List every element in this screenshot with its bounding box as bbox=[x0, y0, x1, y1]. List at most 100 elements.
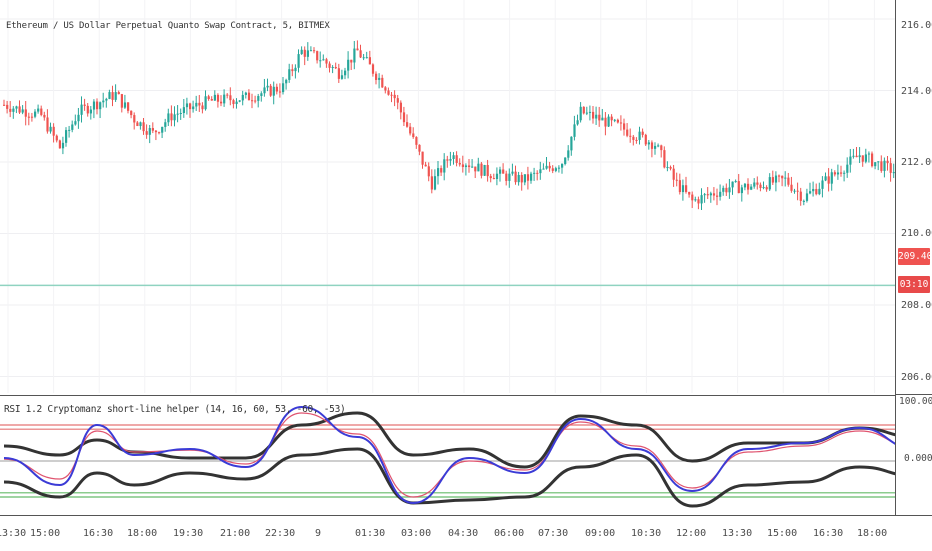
candle-body bbox=[185, 103, 189, 108]
candle-body bbox=[74, 121, 77, 125]
candle-body bbox=[247, 92, 251, 101]
time-label: 15:00 bbox=[30, 528, 61, 539]
candle-body bbox=[356, 48, 359, 51]
candle-body bbox=[709, 193, 712, 196]
candle-body bbox=[619, 122, 623, 124]
candle-body bbox=[99, 102, 102, 110]
candle-body bbox=[712, 193, 716, 196]
candle-body bbox=[120, 94, 123, 108]
candle-body bbox=[114, 92, 117, 100]
candle-body bbox=[83, 104, 86, 106]
candle-body bbox=[530, 173, 533, 181]
candle-body bbox=[102, 100, 105, 103]
candle-body bbox=[15, 106, 18, 109]
candle-body bbox=[802, 200, 805, 202]
candle-body bbox=[722, 187, 725, 192]
candle-body bbox=[511, 171, 514, 174]
candle-body bbox=[508, 173, 511, 181]
candle-body bbox=[80, 104, 83, 115]
candle-body bbox=[409, 126, 412, 134]
candle-body bbox=[564, 157, 567, 165]
candle-body bbox=[663, 150, 666, 168]
candle-body bbox=[747, 183, 750, 190]
candle-body bbox=[269, 85, 272, 96]
candle-body bbox=[499, 169, 502, 174]
candle-body bbox=[632, 136, 635, 140]
candle-body bbox=[880, 161, 883, 171]
candle-body bbox=[300, 49, 303, 55]
candle-body bbox=[204, 96, 207, 110]
candle-body bbox=[30, 116, 34, 118]
candle-body bbox=[226, 94, 229, 96]
candle-body bbox=[573, 124, 576, 137]
candle-body bbox=[151, 128, 154, 131]
candle-body bbox=[570, 136, 573, 151]
candle-body bbox=[458, 162, 461, 165]
candle-body bbox=[192, 106, 195, 110]
candle-body bbox=[306, 50, 309, 57]
price-axis[interactable]: 216.00 214.00 212.00 210.00 208.00 206.0… bbox=[895, 0, 932, 394]
candle-body bbox=[195, 102, 198, 107]
candle-body bbox=[244, 92, 247, 95]
candle-body bbox=[638, 131, 641, 140]
candle-body bbox=[455, 155, 458, 163]
candle-body bbox=[505, 173, 508, 181]
candle-body bbox=[130, 110, 133, 116]
rsi-chart-svg[interactable] bbox=[0, 396, 895, 516]
candle-body bbox=[650, 142, 654, 149]
candle-body bbox=[331, 66, 334, 68]
time-label: 12:00 bbox=[676, 528, 707, 539]
candle-body bbox=[526, 174, 530, 181]
candle-body bbox=[387, 90, 390, 95]
candle-body bbox=[768, 177, 771, 190]
time-label: 16:30 bbox=[813, 528, 844, 539]
candle-body bbox=[179, 113, 182, 115]
candle-body bbox=[725, 187, 728, 193]
price-tick-208: 208.00 bbox=[901, 300, 932, 311]
candle-body bbox=[781, 175, 784, 179]
candle-body bbox=[551, 168, 554, 171]
candle-body bbox=[489, 176, 492, 179]
candle-body bbox=[105, 98, 108, 101]
candle-body bbox=[443, 159, 446, 173]
candle-body bbox=[809, 191, 812, 194]
price-pane[interactable]: Ethereum / US Dollar Perpetual Quanto Sw… bbox=[0, 0, 895, 393]
candle-body bbox=[582, 106, 585, 114]
countdown-tag: 03:10 bbox=[898, 276, 930, 293]
candle-body bbox=[71, 124, 74, 130]
candle-body bbox=[790, 184, 793, 191]
time-label: 15:00 bbox=[767, 528, 798, 539]
candle-body bbox=[440, 168, 443, 173]
last-price-tag: 209.40 bbox=[898, 248, 932, 265]
price-tick-210: 210.00 bbox=[901, 228, 932, 239]
time-label: 13:30 bbox=[0, 528, 27, 539]
candle-body bbox=[539, 169, 542, 174]
candle-body bbox=[223, 94, 226, 104]
candle-body bbox=[68, 129, 71, 131]
candle-body bbox=[216, 94, 220, 102]
price-chart-svg[interactable] bbox=[0, 0, 895, 393]
candle-body bbox=[251, 100, 254, 102]
time-label: 22:30 bbox=[265, 528, 296, 539]
time-label: 18:00 bbox=[857, 528, 888, 539]
time-axis[interactable]: 13:30 15:00 16:30 18:00 19:30 21:00 22:3… bbox=[0, 515, 932, 551]
candle-body bbox=[706, 194, 709, 196]
rsi-pane[interactable]: RSI 1.2 Cryptomanz short-line helper (14… bbox=[0, 395, 895, 516]
candle-body bbox=[275, 86, 278, 92]
candle-body bbox=[805, 193, 809, 201]
candle-body bbox=[678, 180, 681, 193]
candle-body bbox=[297, 54, 300, 68]
candle-body bbox=[756, 182, 759, 185]
candle-body bbox=[142, 122, 145, 132]
candle-body bbox=[65, 130, 68, 143]
time-label: 13:30 bbox=[722, 528, 753, 539]
rsi-fast-line bbox=[3, 405, 895, 505]
rsi-axis[interactable]: 100.0000 0.0000 bbox=[895, 394, 932, 516]
candle-body bbox=[303, 49, 306, 57]
time-label: 16:30 bbox=[83, 528, 114, 539]
candle-body bbox=[46, 117, 49, 132]
candle-body bbox=[136, 122, 139, 127]
rsi-tick-0: 0.0000 bbox=[904, 453, 932, 464]
rsi-title: RSI 1.2 Cryptomanz short-line helper (14… bbox=[4, 404, 346, 415]
